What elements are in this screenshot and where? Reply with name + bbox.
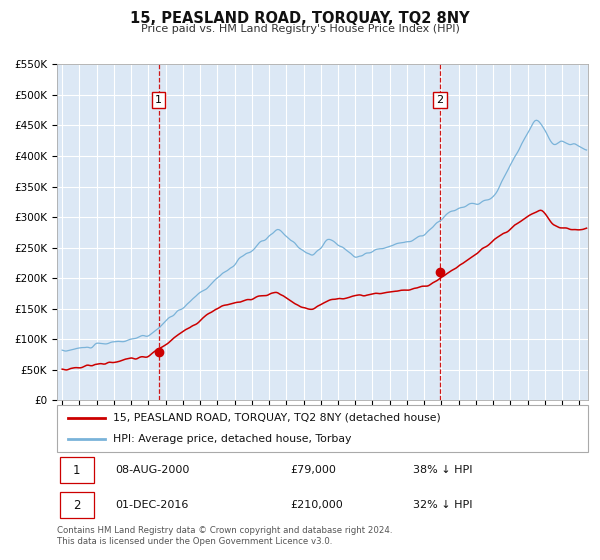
Bar [59,492,94,518]
Text: 1: 1 [155,95,162,105]
Text: 01-DEC-2016: 01-DEC-2016 [115,500,189,510]
Text: Price paid vs. HM Land Registry's House Price Index (HPI): Price paid vs. HM Land Registry's House … [140,24,460,34]
Text: 2: 2 [437,95,443,105]
Text: 32% ↓ HPI: 32% ↓ HPI [413,500,472,510]
Text: 38% ↓ HPI: 38% ↓ HPI [413,465,472,475]
Text: 08-AUG-2000: 08-AUG-2000 [115,465,190,475]
Text: 1: 1 [73,464,80,477]
Text: £210,000: £210,000 [290,500,343,510]
Text: HPI: Average price, detached house, Torbay: HPI: Average price, detached house, Torb… [113,434,351,444]
Text: £79,000: £79,000 [290,465,337,475]
Text: Contains HM Land Registry data © Crown copyright and database right 2024.
This d: Contains HM Land Registry data © Crown c… [57,526,392,546]
Text: 15, PEASLAND ROAD, TORQUAY, TQ2 8NY (detached house): 15, PEASLAND ROAD, TORQUAY, TQ2 8NY (det… [113,413,440,423]
Text: 15, PEASLAND ROAD, TORQUAY, TQ2 8NY: 15, PEASLAND ROAD, TORQUAY, TQ2 8NY [130,11,470,26]
Text: 2: 2 [73,498,80,512]
Bar [59,458,94,483]
